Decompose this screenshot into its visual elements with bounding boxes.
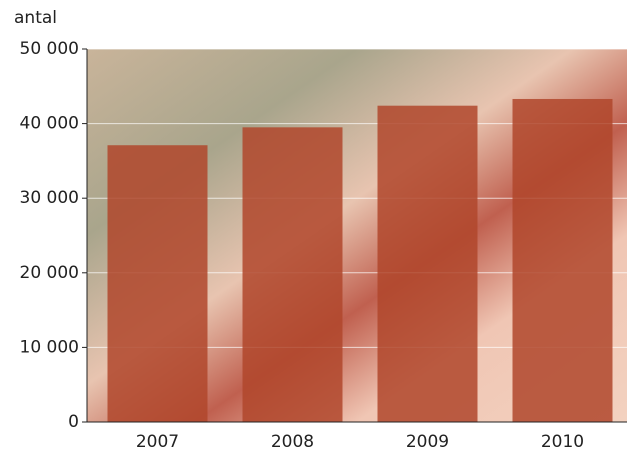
y-tick-label: 50 000 — [20, 39, 79, 59]
x-tick-label: 2009 — [406, 432, 449, 452]
y-tick-label: 0 — [68, 412, 79, 432]
y-tick-label: 40 000 — [20, 114, 79, 134]
y-tick-label: 30 000 — [20, 188, 79, 208]
bar — [242, 127, 343, 422]
x-tick-label: 2010 — [541, 432, 584, 452]
x-tick-label: 2008 — [271, 432, 314, 452]
bar — [107, 145, 208, 422]
x-tick-label: 2007 — [136, 432, 179, 452]
bar — [512, 98, 613, 423]
bar — [377, 105, 478, 423]
y-tick-label: 20 000 — [20, 263, 79, 283]
y-tick-label: 10 000 — [20, 337, 79, 357]
y-axis-label: antal — [14, 8, 57, 28]
